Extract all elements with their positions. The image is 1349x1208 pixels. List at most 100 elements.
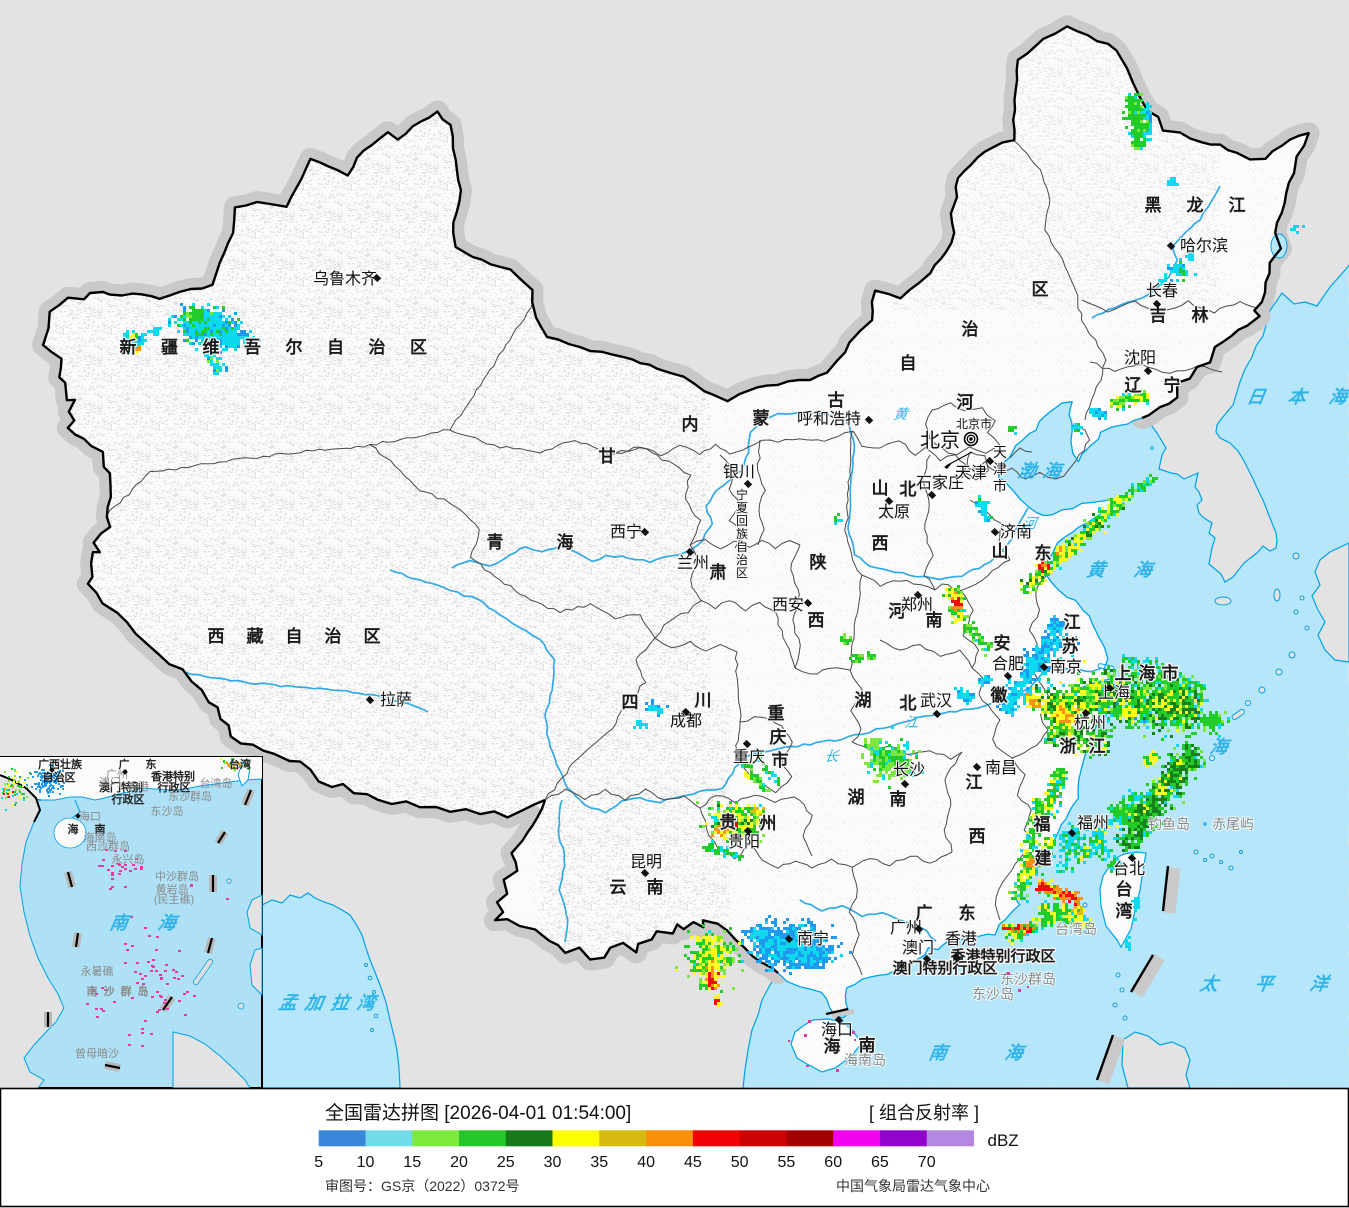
svg-text:香港特别行政区: 香港特别行政区: [950, 947, 1055, 965]
svg-text:上: 上: [1115, 664, 1132, 683]
svg-text:新: 新: [120, 337, 137, 357]
svg-text:广州: 广州: [890, 919, 922, 937]
svg-text:北京: 北京: [920, 429, 960, 452]
svg-text:南: 南: [859, 1035, 876, 1055]
svg-text:黄: 黄: [1085, 560, 1109, 580]
svg-text:福州: 福州: [1077, 814, 1109, 832]
svg-text:湖: 湖: [855, 691, 872, 710]
svg-text:澳门特别行政区: 澳门特别行政区: [892, 959, 997, 977]
svg-text:川: 川: [694, 691, 712, 710]
svg-text:自: 自: [286, 626, 303, 646]
svg-text:拉: 拉: [329, 993, 353, 1013]
svg-text:平: 平: [1253, 974, 1277, 994]
svg-text:西沙群岛: 西沙群岛: [86, 839, 130, 853]
svg-text:吾: 吾: [244, 338, 261, 357]
svg-text:昆明: 昆明: [630, 854, 662, 871]
svg-text:尔: 尔: [286, 337, 303, 357]
svg-text:南: 南: [647, 877, 664, 897]
svg-text:疆: 疆: [161, 338, 178, 357]
svg-text:自: 自: [327, 337, 344, 357]
svg-text:藏: 藏: [247, 627, 264, 646]
svg-text:辽: 辽: [1125, 376, 1143, 395]
svg-text:治: 治: [325, 626, 342, 646]
svg-text:dBZ: dBZ: [988, 1131, 1019, 1150]
svg-text:广: 广: [119, 757, 130, 771]
svg-text:南昌: 南昌: [985, 759, 1017, 777]
svg-text:南: 南: [926, 610, 943, 630]
svg-text:台湾岛: 台湾岛: [1055, 921, 1097, 937]
svg-text:西: 西: [969, 827, 986, 846]
svg-text:45: 45: [684, 1154, 702, 1171]
svg-text:台北: 台北: [1113, 860, 1145, 878]
svg-text:自: 自: [736, 540, 748, 554]
svg-text:南京: 南京: [1050, 658, 1082, 676]
svg-text:海口: 海口: [821, 1021, 853, 1039]
svg-text:海: 海: [1041, 461, 1065, 481]
svg-text:中国气象局雷达气象中心: 中国气象局雷达气象中心: [836, 1178, 990, 1194]
svg-text:贵: 贵: [720, 812, 737, 832]
svg-text:海: 海: [1003, 1043, 1027, 1063]
svg-text:南: 南: [95, 822, 106, 836]
svg-text:行政区: 行政区: [111, 792, 145, 806]
svg-text:黑: 黑: [1145, 196, 1162, 215]
svg-text:族: 族: [736, 527, 748, 541]
svg-text:西: 西: [208, 627, 225, 646]
svg-text:60: 60: [824, 1154, 842, 1171]
svg-text:林: 林: [1192, 305, 1209, 325]
svg-text:广西壮族: 广西壮族: [38, 757, 83, 771]
svg-text:日: 日: [1245, 387, 1268, 407]
svg-text:东沙岛: 东沙岛: [972, 986, 1014, 1002]
svg-text:治: 治: [369, 337, 386, 357]
svg-text:天津: 天津: [955, 464, 987, 482]
svg-text:洋: 洋: [1308, 974, 1332, 994]
svg-text:永暑礁: 永暑礁: [81, 964, 114, 978]
svg-text:70: 70: [918, 1154, 936, 1171]
svg-text:西宁: 西宁: [610, 523, 642, 541]
svg-text:东沙群岛: 东沙群岛: [168, 789, 212, 803]
svg-text:东沙群岛: 东沙群岛: [1000, 971, 1056, 987]
svg-text:北: 北: [900, 480, 917, 499]
svg-text:肃: 肃: [710, 563, 727, 582]
svg-text:市: 市: [1162, 663, 1179, 683]
svg-text:沙: 沙: [104, 985, 115, 998]
svg-text:澳门: 澳门: [902, 939, 934, 957]
svg-text:审图号：GS京（2022）0372号: 审图号：GS京（2022）0372号: [325, 1178, 520, 1194]
svg-text:65: 65: [871, 1154, 889, 1171]
svg-text:海: 海: [1139, 663, 1156, 683]
svg-text:呼和浩特: 呼和浩特: [797, 410, 861, 428]
svg-text:湖: 湖: [848, 788, 865, 807]
svg-text:陕: 陕: [810, 552, 827, 572]
svg-text:25: 25: [497, 1154, 515, 1171]
svg-text:30: 30: [544, 1154, 562, 1171]
svg-text:湾: 湾: [1116, 901, 1133, 921]
svg-text:区: 区: [410, 338, 427, 357]
svg-text:南: 南: [890, 789, 907, 809]
svg-text:龙: 龙: [1186, 195, 1204, 215]
svg-text:海: 海: [824, 1036, 841, 1056]
svg-text:北京市: 北京市: [956, 416, 992, 431]
svg-text:赤尾屿: 赤尾屿: [1212, 816, 1254, 832]
svg-text:澳门: 澳门: [99, 775, 121, 789]
svg-text:州: 州: [759, 814, 777, 833]
svg-text:成都: 成都: [670, 712, 702, 730]
svg-text:建: 建: [1035, 848, 1052, 868]
svg-text:香港: 香港: [127, 780, 149, 793]
svg-text:河: 河: [1022, 515, 1041, 531]
svg-text:内: 内: [682, 414, 699, 434]
svg-text:河: 河: [889, 602, 906, 621]
svg-text:行政区: 行政区: [157, 780, 191, 794]
svg-text:钓鱼岛: 钓鱼岛: [1148, 816, 1190, 832]
svg-text:天: 天: [993, 444, 1007, 460]
svg-text:海口: 海口: [79, 809, 101, 823]
svg-text:区: 区: [736, 566, 748, 580]
svg-text:重: 重: [768, 703, 785, 723]
svg-text:区: 区: [364, 627, 381, 646]
svg-text:山: 山: [992, 542, 1009, 561]
svg-text:长: 长: [824, 748, 841, 764]
svg-text:西安: 西安: [772, 596, 804, 614]
svg-text:西: 西: [808, 611, 825, 630]
svg-text:河: 河: [957, 393, 974, 412]
svg-text:苏: 苏: [1062, 636, 1079, 656]
svg-text:自: 自: [900, 353, 917, 373]
svg-text:[ 组合反射率 ]: [ 组合反射率 ]: [869, 1103, 979, 1123]
